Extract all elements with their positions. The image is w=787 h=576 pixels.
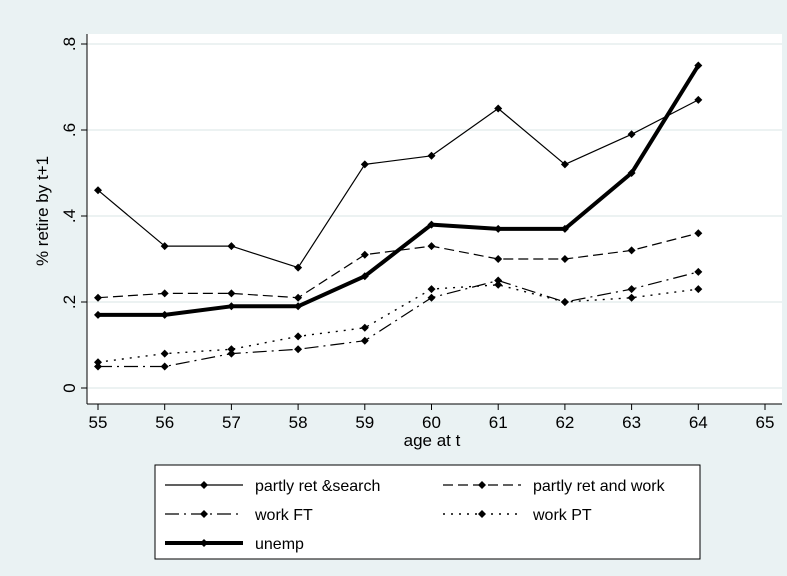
legend-item: unemp: [165, 536, 304, 553]
x-tick-label: 55: [89, 413, 108, 432]
data-point-marker: [694, 285, 703, 294]
data-point-marker: [360, 323, 369, 332]
legend-label: partly ret and work: [533, 478, 666, 495]
data-point-marker: [494, 276, 503, 285]
series-line: [97, 232, 699, 299]
data-point-marker: [360, 160, 369, 169]
data-point-marker: [627, 285, 636, 294]
series-lines: [94, 61, 703, 371]
x-tick-label: 56: [155, 413, 174, 432]
legend-item: partly ret and work: [443, 478, 666, 495]
legend-label: work PT: [532, 507, 592, 524]
data-point-marker: [627, 169, 636, 177]
data-point-marker: [160, 362, 169, 371]
data-point-marker: [94, 362, 102, 371]
series-line: [98, 64, 700, 317]
data-point-marker: [694, 61, 703, 70]
legend-swatch-marker: [478, 510, 486, 518]
data-point-marker: [627, 246, 636, 255]
legend: partly ret &search partly ret and work wor…: [154, 464, 701, 560]
x-tick-label: 63: [622, 413, 641, 432]
series-unemp: [94, 61, 703, 319]
data-point-marker: [427, 220, 436, 229]
data-point-marker: [494, 255, 503, 263]
y-tick-label: .8: [60, 37, 79, 51]
y-axis-title: % retire by t+1: [33, 156, 52, 266]
data-point-marker: [160, 242, 169, 251]
y-tick-label: .2: [60, 295, 79, 309]
series-line: [98, 271, 699, 368]
data-point-marker: [160, 310, 169, 319]
series-line: [97, 99, 699, 269]
data-point-marker: [427, 151, 436, 160]
data-point-marker: [427, 285, 436, 294]
gridlines: [87, 43, 782, 389]
legend-swatch-marker: [200, 539, 208, 547]
data-point-marker: [160, 349, 169, 358]
series-partly-ret-search: [94, 95, 703, 272]
x-tick-label: 59: [355, 413, 374, 432]
data-point-marker: [94, 358, 102, 367]
legend-swatch-marker: [478, 481, 486, 489]
data-point-marker: [227, 242, 236, 251]
x-tick-label: 64: [689, 413, 708, 432]
data-point-marker: [494, 280, 503, 289]
legend-label: partly ret &search: [255, 478, 380, 495]
data-point-marker: [427, 242, 436, 251]
data-point-marker: [294, 293, 303, 302]
x-tick-label: 61: [489, 413, 508, 432]
axes: 0 .2 .4 .6 .8 55 56 57 58 59 60 61 62 63 64 65: [60, 34, 782, 432]
legend-item: work FT: [165, 507, 313, 524]
legend-item: partly ret &search: [165, 478, 380, 495]
data-point-marker: [560, 255, 569, 263]
x-tick-label: 57: [222, 413, 241, 432]
data-point-marker: [360, 250, 369, 259]
data-point-marker: [627, 293, 636, 302]
data-point-marker: [694, 95, 703, 104]
legend-label: work FT: [254, 507, 313, 524]
legend-box: [154, 464, 701, 560]
x-tick-label: 62: [555, 413, 574, 432]
legend-item: work PT: [443, 507, 592, 524]
data-point-marker: [494, 104, 503, 113]
data-point-marker: [227, 349, 236, 358]
y-tick-label: .6: [60, 123, 79, 137]
data-point-marker: [560, 224, 569, 233]
y-tick-label: .4: [60, 209, 79, 223]
plot-area: [87, 34, 782, 404]
data-point-marker: [227, 289, 236, 298]
y-tick-label: 0: [60, 383, 79, 392]
series-work-pt: [94, 280, 703, 367]
data-point-marker: [627, 130, 636, 139]
data-point-marker: [294, 332, 303, 341]
data-point-marker: [160, 289, 169, 298]
data-point-marker: [694, 229, 703, 238]
legend-swatch-marker: [200, 510, 208, 518]
data-point-marker: [360, 336, 369, 345]
data-point-marker: [360, 272, 369, 281]
series-partly-ret-and-work: [94, 229, 703, 302]
data-point-marker: [294, 302, 303, 311]
data-point-marker: [94, 186, 102, 195]
x-tick-label: 58: [289, 413, 308, 432]
data-point-marker: [294, 345, 303, 354]
data-point-marker: [560, 298, 569, 306]
data-point-marker: [494, 224, 503, 233]
data-point-marker: [560, 160, 569, 169]
data-point-marker: [294, 263, 303, 272]
x-tick-label: 60: [422, 413, 441, 432]
data-point-marker: [227, 302, 236, 311]
legend-swatch-marker: [200, 481, 208, 489]
x-axis-title: age at t: [404, 431, 461, 450]
legend-label: unemp: [255, 536, 304, 553]
x-tick-label: 65: [756, 413, 775, 432]
data-point-marker: [94, 310, 102, 319]
data-point-marker: [227, 345, 236, 354]
data-point-marker: [694, 267, 703, 276]
data-point-marker: [427, 293, 436, 302]
data-point-marker: [94, 293, 102, 302]
